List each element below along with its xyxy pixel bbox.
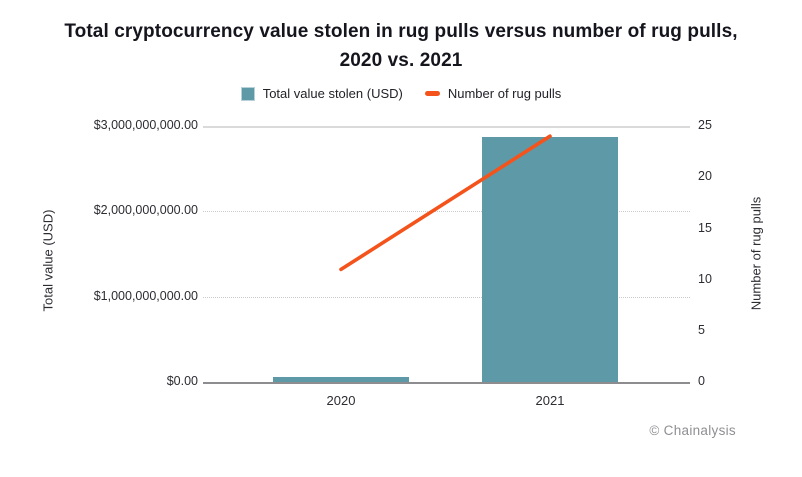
right-axis-tick-15: 15 (698, 221, 712, 235)
rug-pulls-line-path (339, 134, 552, 272)
chart-legend: Total value stolen (USD) Number of rug p… (0, 86, 802, 101)
legend-label-rug-pulls: Number of rug pulls (447, 86, 562, 101)
bar-2020 (273, 377, 409, 382)
bar-series-swatch-icon (240, 86, 255, 101)
right-axis-tick-5: 5 (698, 323, 705, 337)
legend-item-rug-pulls: Number of rug pulls (424, 86, 562, 101)
plot-area (203, 126, 690, 384)
right-axis-tick-10: 10 (698, 272, 712, 286)
left-axis-tick-0: $0.00 (166, 374, 198, 388)
x-axis-label-2020: 2020 (326, 393, 356, 408)
gridline-3b (203, 126, 690, 128)
right-axis-tick-20: 20 (698, 169, 712, 183)
left-axis-tick-3b: $3,000,000,000.00 (93, 118, 198, 132)
left-axis-title: Total value (USD) (40, 209, 56, 312)
gridline-1b (203, 297, 690, 298)
gridline-2b (203, 211, 690, 212)
rug-pulls-line (339, 134, 552, 272)
legend-label-total-value: Total value stolen (USD) (262, 86, 403, 101)
right-axis-title: Number of rug pulls (748, 196, 764, 311)
left-axis-tick-2b: $2,000,000,000.00 (93, 203, 198, 217)
chart-title: Total cryptocurrency value stolen in rug… (64, 21, 738, 71)
left-axis-tick-1b: $1,000,000,000.00 (93, 289, 198, 303)
right-axis-tick-0: 0 (698, 374, 705, 388)
legend-item-total-value: Total value stolen (USD) (240, 86, 403, 101)
line-series-swatch-icon (424, 91, 440, 96)
x-axis-label-2021: 2021 (535, 393, 565, 408)
chart-title-wrap: Total cryptocurrency value stolen in rug… (0, 18, 802, 75)
right-axis-tick-25: 25 (698, 118, 712, 132)
bar-2021 (482, 137, 618, 382)
attribution: © Chainalysis (649, 423, 736, 438)
